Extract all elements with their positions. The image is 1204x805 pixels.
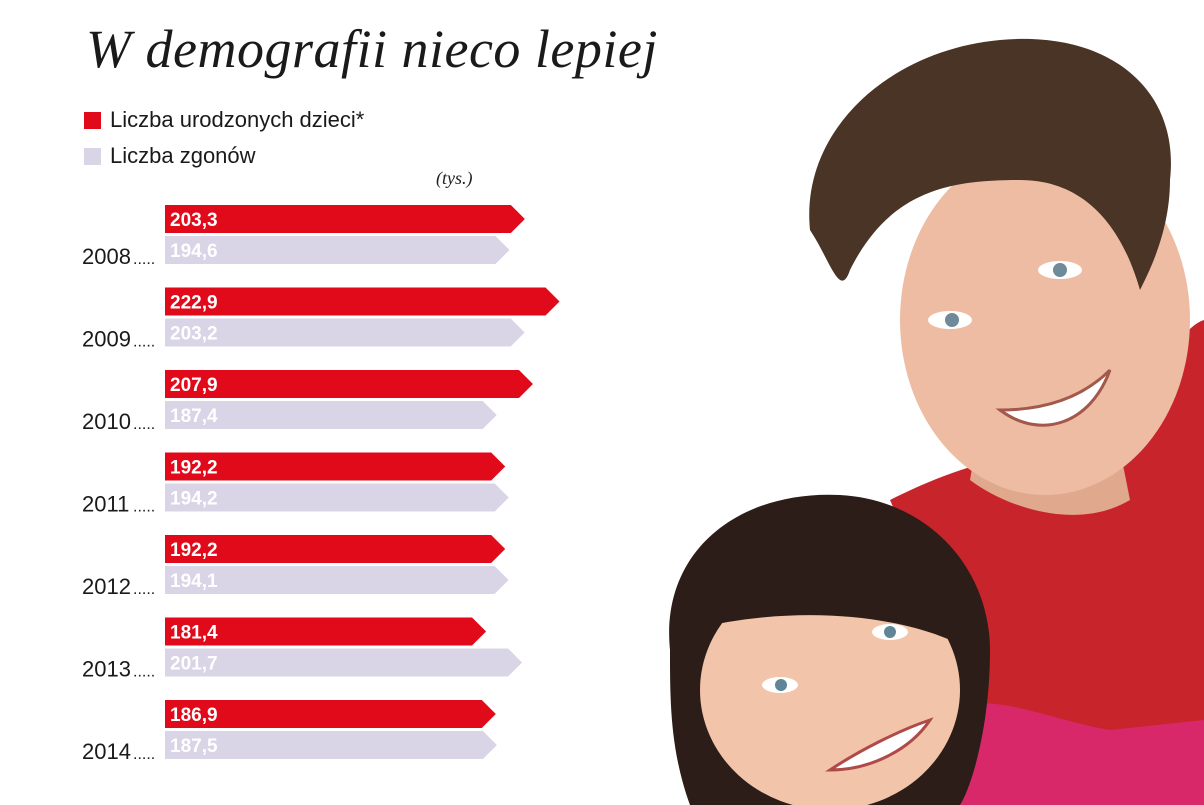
smiling-couple-photo bbox=[669, 38, 1204, 805]
bar-label-deaths: 203,2 bbox=[170, 324, 218, 345]
bar-label-births: 192,2 bbox=[170, 458, 218, 479]
bar-births bbox=[165, 452, 506, 481]
bar-label-births: 192,2 bbox=[170, 540, 218, 561]
bar-births bbox=[165, 535, 506, 563]
bar-deaths bbox=[165, 318, 525, 347]
year-label: 2008 bbox=[82, 244, 131, 269]
leader-dots: ..... bbox=[133, 664, 155, 681]
legend-label-deaths: Liczba zgonów bbox=[110, 143, 256, 168]
bar-deaths bbox=[165, 483, 509, 512]
year-label: 2013 bbox=[82, 657, 131, 682]
chart-title: W demografii nieco lepiej bbox=[86, 19, 658, 79]
bar-label-births: 222,9 bbox=[170, 293, 218, 314]
bar-deaths bbox=[165, 401, 497, 429]
year-label: 2014 bbox=[82, 739, 131, 764]
leader-dots: ..... bbox=[133, 334, 155, 351]
bar-births bbox=[165, 205, 525, 233]
bar-label-deaths: 187,5 bbox=[170, 736, 218, 757]
year-label: 2011 bbox=[82, 492, 129, 517]
bar-births bbox=[165, 287, 560, 316]
bar-label-births: 203,3 bbox=[170, 210, 218, 231]
legend-item-deaths: Liczba zgonów bbox=[84, 143, 256, 169]
bar-label-deaths: 194,2 bbox=[170, 489, 218, 510]
leader-dots: ..... bbox=[133, 746, 155, 763]
year-label: 2010 bbox=[82, 409, 131, 434]
unit-label: (tys.) bbox=[436, 168, 473, 188]
leader-dots: ..... bbox=[133, 251, 155, 268]
bar-births bbox=[165, 370, 533, 398]
legend-label-births: Liczba urodzonych dzieci* bbox=[110, 107, 365, 132]
bar-label-deaths: 194,1 bbox=[170, 571, 218, 592]
bar-label-births: 181,4 bbox=[170, 623, 218, 644]
bar-deaths bbox=[165, 566, 509, 594]
bar-births bbox=[165, 617, 487, 646]
bar-label-births: 186,9 bbox=[170, 705, 218, 726]
year-label: 2012 bbox=[82, 574, 131, 599]
leader-dots: ..... bbox=[133, 416, 155, 433]
year-label: 2009 bbox=[82, 327, 131, 352]
bar-label-deaths: 201,7 bbox=[170, 654, 218, 675]
bar-label-deaths: 187,4 bbox=[170, 406, 218, 427]
bar-deaths bbox=[165, 236, 510, 264]
bar-births bbox=[165, 700, 496, 728]
bar-label-births: 207,9 bbox=[170, 375, 218, 396]
bar-label-deaths: 194,6 bbox=[170, 241, 218, 262]
bar-deaths bbox=[165, 731, 497, 759]
leader-dots: ..... bbox=[133, 581, 155, 598]
leader-dots: ..... bbox=[133, 499, 155, 516]
bar-deaths bbox=[165, 648, 523, 677]
legend-swatch-deaths bbox=[84, 147, 101, 165]
legend-item-births: Liczba urodzonych dzieci* bbox=[84, 107, 364, 133]
legend-swatch-births bbox=[84, 111, 101, 129]
